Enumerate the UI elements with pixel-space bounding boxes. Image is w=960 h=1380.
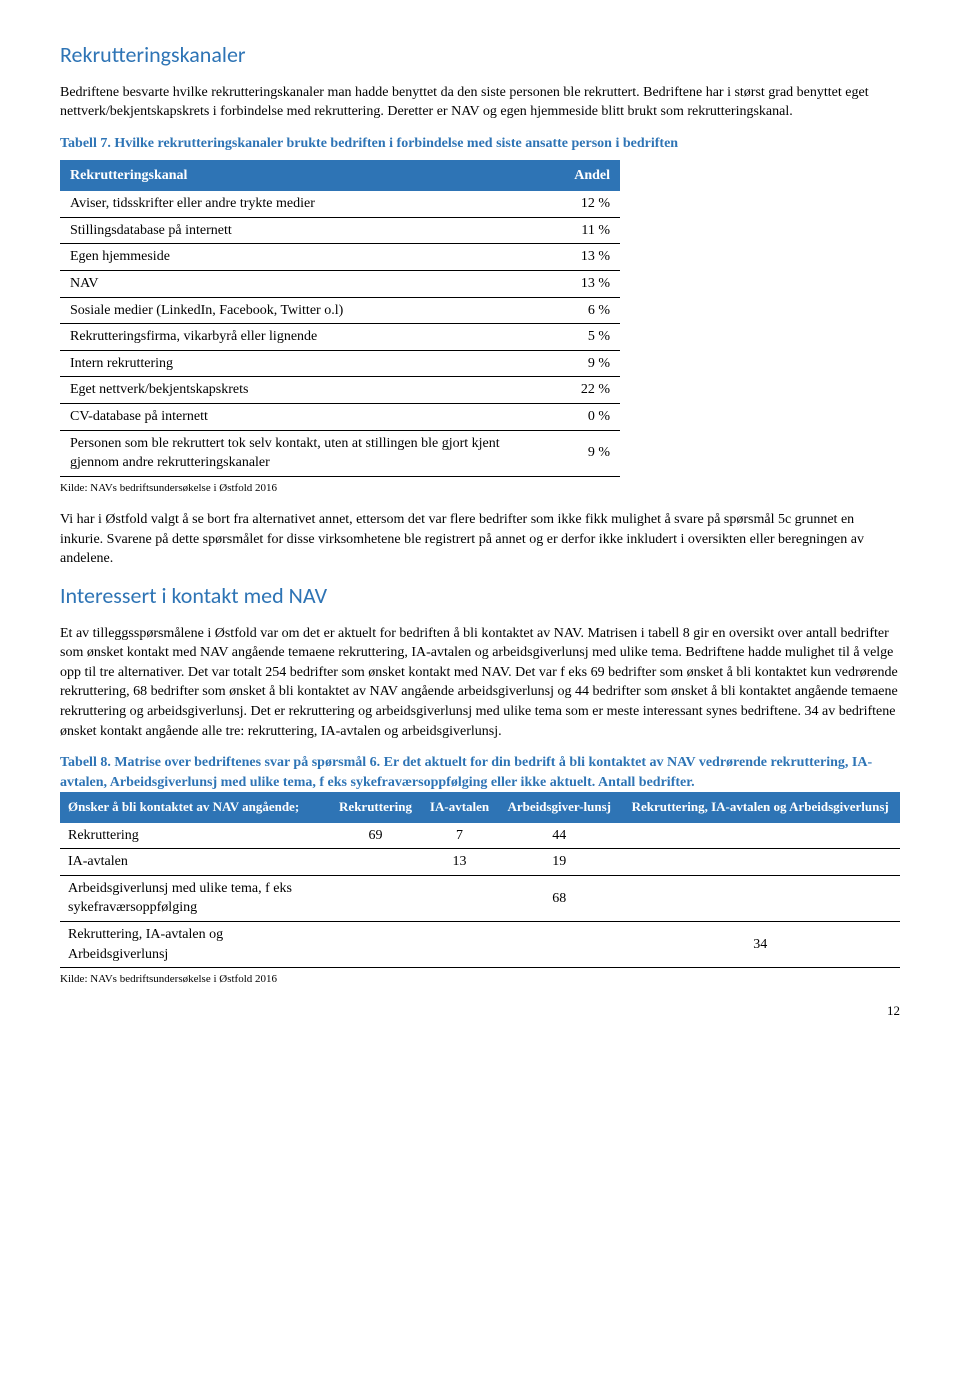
cell-label: Arbeidsgiverlunsj med ulike tema, f eks … [60, 875, 330, 921]
cell-value [620, 849, 900, 876]
table7-source: Kilde: NAVs bedriftsundersøkelse i Østfo… [60, 481, 900, 496]
table-row: IA-avtalen 13 19 [60, 849, 900, 876]
table-row: Egen hjemmeside13 % [60, 244, 620, 271]
cell-value [421, 875, 498, 921]
table8-header-left: Ønsker å bli kontaktet av NAV angående; [60, 792, 330, 822]
cell-value: 11 % [530, 217, 620, 244]
cell-value [620, 823, 900, 849]
cell-value [421, 921, 498, 967]
table-row: Rekrutteringsfirma, vikarbyrå eller lign… [60, 324, 620, 351]
table8-caption-bold: Tabell 8. Matrise over bedriftenes svar … [60, 755, 695, 770]
table-row: Sosiale medier (LinkedIn, Facebook, Twit… [60, 297, 620, 324]
cell-value: 5 % [530, 324, 620, 351]
section2-para1: Et av tilleggsspørsmålene i Østfold var … [60, 624, 900, 742]
cell-label: Sosiale medier (LinkedIn, Facebook, Twit… [60, 297, 530, 324]
cell-value: 7 [421, 823, 498, 849]
cell-label: Rekrutteringsfirma, vikarbyrå eller lign… [60, 324, 530, 351]
cell-label: Aviser, tidsskrifter eller andre trykte … [60, 191, 530, 217]
table-row: Rekruttering 69 7 44 [60, 823, 900, 849]
table7: Rekrutteringskanal Andel Aviser, tidsskr… [60, 160, 620, 477]
table-row: Stillingsdatabase på internett11 % [60, 217, 620, 244]
cell-label: Rekruttering [60, 823, 330, 849]
cell-label: Egen hjemmeside [60, 244, 530, 271]
cell-value: 9 % [530, 350, 620, 377]
section1-para2: Vi har i Østfold valgt å se bort fra alt… [60, 510, 900, 569]
cell-label: Eget nettverk/bekjentskapskrets [60, 377, 530, 404]
table-row: Intern rekruttering9 % [60, 350, 620, 377]
cell-value [498, 921, 620, 967]
table8-caption: Tabell 8. Matrise over bedriftenes svar … [60, 753, 900, 792]
table8-header-col4: Rekruttering, IA-avtalen og Arbeidsgiver… [620, 792, 900, 822]
cell-value: 9 % [530, 430, 620, 476]
cell-value [620, 875, 900, 921]
page-number: 12 [60, 1002, 900, 1020]
table-row: Personen som ble rekruttert tok selv kon… [60, 430, 620, 476]
table-row: Rekruttering, IA-avtalen og Arbeidsgiver… [60, 921, 900, 967]
cell-label: Personen som ble rekruttert tok selv kon… [60, 430, 530, 476]
table8: Ønsker å bli kontaktet av NAV angående; … [60, 792, 900, 968]
table8-header-col1: Rekruttering [330, 792, 421, 822]
table7-caption: Tabell 7. Hvilke rekrutteringskanaler br… [60, 134, 900, 154]
table8-source: Kilde: NAVs bedriftsundersøkelse i Østfo… [60, 972, 900, 987]
table-row: NAV13 % [60, 270, 620, 297]
cell-value: 69 [330, 823, 421, 849]
table8-header-col2: IA-avtalen [421, 792, 498, 822]
cell-value: 13 % [530, 244, 620, 271]
cell-value [330, 921, 421, 967]
cell-value [330, 875, 421, 921]
table-row: Eget nettverk/bekjentskapskrets22 % [60, 377, 620, 404]
table-row: Aviser, tidsskrifter eller andre trykte … [60, 191, 620, 217]
section1-para1: Bedriftene besvarte hvilke rekrutterings… [60, 83, 900, 122]
cell-label: Stillingsdatabase på internett [60, 217, 530, 244]
cell-value: 12 % [530, 191, 620, 217]
table-row: Arbeidsgiverlunsj med ulike tema, f eks … [60, 875, 900, 921]
table7-header-andel: Andel [530, 160, 620, 192]
cell-value: 0 % [530, 403, 620, 430]
section2-heading: Interessert i kontakt med NAV [60, 581, 900, 612]
cell-value: 68 [498, 875, 620, 921]
cell-value: 22 % [530, 377, 620, 404]
section1-heading: Rekrutteringskanaler [60, 40, 900, 71]
cell-label: Rekruttering, IA-avtalen og Arbeidsgiver… [60, 921, 330, 967]
cell-value: 6 % [530, 297, 620, 324]
cell-value [330, 849, 421, 876]
cell-label: IA-avtalen [60, 849, 330, 876]
cell-label: NAV [60, 270, 530, 297]
cell-label: CV-database på internett [60, 403, 530, 430]
table8-header-col3: Arbeidsgiver-lunsj [498, 792, 620, 822]
table7-header-kanal: Rekrutteringskanal [60, 160, 530, 192]
cell-value: 44 [498, 823, 620, 849]
table-row: CV-database på internett0 % [60, 403, 620, 430]
cell-value: 13 [421, 849, 498, 876]
cell-value: 19 [498, 849, 620, 876]
cell-value: 13 % [530, 270, 620, 297]
cell-value: 34 [620, 921, 900, 967]
cell-label: Intern rekruttering [60, 350, 530, 377]
